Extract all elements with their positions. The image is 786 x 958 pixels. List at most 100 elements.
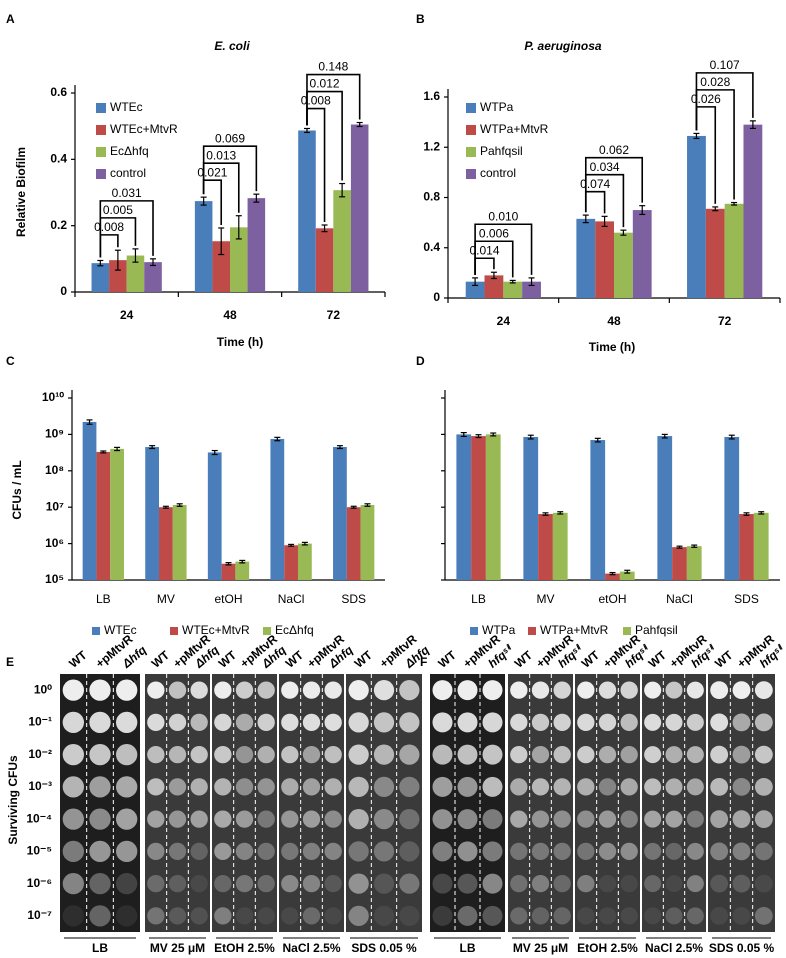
colony-spot (89, 905, 111, 927)
colony-spot (147, 745, 165, 764)
p-value: 0.031 (112, 186, 142, 200)
colony-spot (620, 907, 638, 925)
error-bar (132, 248, 139, 263)
dilution-label: 10⁻⁶ (27, 876, 52, 890)
x-tick-label: SDS (734, 592, 759, 606)
p-value: 0.008 (94, 220, 124, 234)
colony-spot (457, 841, 478, 862)
bar (109, 260, 127, 292)
bar (743, 124, 763, 298)
colony-spot (89, 808, 111, 830)
condition-label: EtOH 2.5% (214, 941, 275, 955)
panel-letter: C (6, 354, 15, 368)
colony-spot (510, 778, 528, 796)
bar (110, 448, 124, 580)
colony-spot (235, 681, 254, 699)
colony-spot (531, 778, 550, 796)
colony-spot (457, 905, 478, 926)
bar (576, 218, 596, 298)
colony-spot (598, 681, 617, 699)
colony-spot (62, 776, 84, 798)
colony-spot (754, 906, 773, 925)
colony-spot (457, 712, 478, 733)
colony-spot (399, 873, 420, 894)
colony-spot (190, 874, 208, 893)
bar (144, 262, 162, 292)
colony-spot (214, 745, 232, 764)
colony-spot (710, 842, 729, 861)
colony-spot (577, 778, 595, 796)
colony-spot (553, 745, 571, 764)
colony-spot (168, 681, 187, 699)
condition-label: MV 25 μM (150, 941, 205, 955)
colony-spot (710, 777, 729, 796)
colony-spot (644, 842, 662, 860)
p-value: 0.006 (479, 226, 509, 240)
bar (523, 436, 539, 580)
colony-spot (281, 907, 299, 925)
strain-label: WT (435, 648, 459, 671)
bar (485, 434, 501, 580)
colony-spot (620, 778, 638, 796)
bar (739, 514, 754, 580)
colony-spot (531, 842, 550, 861)
colony-spot (281, 874, 299, 893)
significance-bracket (584, 190, 606, 214)
colony-spot (214, 842, 232, 861)
error-bar (749, 120, 756, 130)
colony-spot (510, 681, 528, 699)
legend-swatch (96, 125, 106, 135)
colony-spot (686, 875, 704, 893)
colony-spot (665, 810, 683, 828)
bar (471, 436, 486, 580)
legend-swatch (263, 627, 271, 635)
legend-swatch (466, 169, 476, 179)
p-value: 0.062 (599, 143, 629, 157)
colony-spot (168, 874, 187, 893)
bar (686, 546, 702, 580)
colony-spot (324, 778, 342, 796)
bar (145, 447, 160, 580)
colony-spot (116, 711, 138, 734)
colony-spot (89, 743, 111, 766)
colony-spot (732, 745, 751, 764)
significance-bracket (474, 223, 533, 275)
colony-spot (147, 907, 165, 925)
x-tick-label: NaCl (666, 592, 693, 606)
colony-spot (644, 810, 662, 828)
colony-spot (373, 776, 395, 798)
colony-spot (235, 778, 254, 796)
colony-spot (257, 745, 275, 764)
colony-spot (62, 743, 84, 766)
colony-spot (235, 713, 254, 732)
panel-letter: E (6, 655, 14, 669)
colony-spot (214, 874, 232, 893)
colony-spot (324, 874, 342, 893)
colony-spot (457, 809, 478, 830)
colony-spot (147, 681, 165, 699)
x-tick-label: 24 (120, 308, 134, 322)
colony-spot (62, 679, 84, 701)
colony-spot (168, 907, 187, 925)
legend-label: control (110, 166, 146, 180)
colony-spot (89, 840, 111, 863)
error-bar (114, 446, 121, 452)
dilution-label: 10⁻⁴ (26, 811, 52, 825)
colony-spot (235, 745, 254, 764)
legend-label: WTPa (480, 100, 514, 114)
bar (172, 504, 187, 580)
bar (91, 263, 110, 292)
bar (552, 512, 568, 580)
bar (82, 421, 97, 580)
p-value: 0.026 (691, 92, 721, 106)
bar (595, 221, 614, 298)
x-tick-label: etOH (598, 592, 626, 606)
condition-label: NaCl 2.5% (282, 941, 340, 955)
colony-spot (89, 711, 111, 734)
colony-spot (281, 681, 299, 699)
bar (672, 547, 687, 580)
colony-spot (510, 874, 528, 893)
colony-spot (62, 808, 84, 830)
